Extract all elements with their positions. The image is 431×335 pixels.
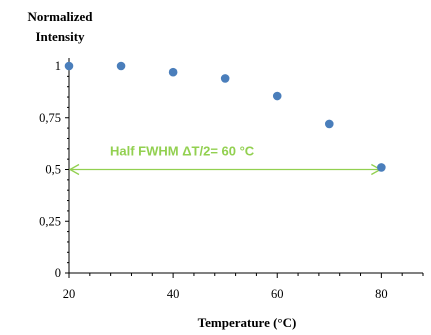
data-point	[116, 61, 126, 71]
y-ticks: 0 0,25 0,5 0,75 1	[39, 59, 69, 280]
annotation-arrowhead-left	[68, 163, 80, 176]
y-axis-label-line-2: Intensity	[35, 29, 85, 44]
y-tick-label: 0,5	[45, 163, 61, 177]
data-point	[220, 74, 230, 83]
y-tick-label: 1	[55, 59, 61, 73]
data-point	[377, 163, 386, 172]
annotation: Half FWHM ΔT/2= 60 °C	[68, 144, 382, 176]
x-tick-label: 60	[271, 287, 284, 301]
x-tick-label: 80	[375, 287, 388, 301]
data-point	[64, 61, 74, 71]
y-tick-label: 0,25	[39, 214, 61, 228]
y-tick-label: 0	[55, 266, 61, 280]
axes	[68, 58, 423, 274]
data-point	[324, 119, 334, 129]
x-axis-label: Temperature (°C)	[198, 315, 297, 330]
annotation-label: Half FWHM ΔT/2= 60 °C	[110, 144, 255, 159]
x-tick-label: 20	[63, 287, 76, 301]
data-points	[64, 61, 386, 172]
y-tick-label: 0,75	[39, 111, 61, 125]
y-axis-label-line-1: Normalized	[28, 9, 94, 24]
data-point	[272, 91, 282, 101]
data-point	[168, 67, 178, 77]
x-tick-label: 40	[167, 287, 180, 301]
x-ticks: 20 40 60 80	[63, 273, 424, 301]
